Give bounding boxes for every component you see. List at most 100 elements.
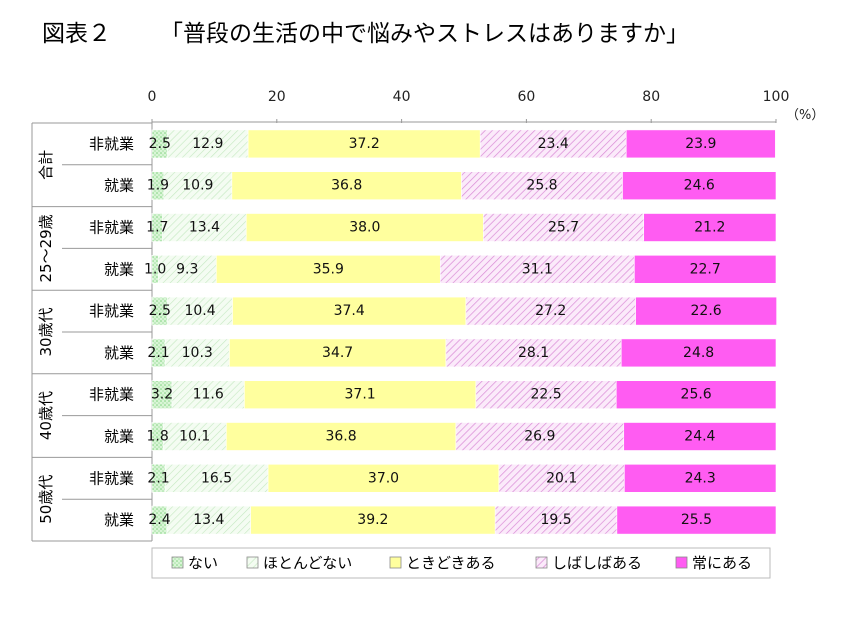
data-label: 39.2	[357, 512, 388, 528]
bar-segment	[439, 255, 635, 284]
row-label: 就業	[104, 260, 134, 278]
data-label: 11.6	[193, 387, 224, 403]
row-label: 就業	[104, 428, 134, 446]
data-label: 2.5	[149, 136, 171, 152]
x-tick-label: 40	[393, 89, 411, 105]
bar-segment	[635, 296, 777, 326]
bar-segment	[232, 296, 467, 326]
data-label: 25.8	[526, 178, 557, 194]
x-tick-label: 20	[268, 89, 286, 105]
data-label: 19.5	[540, 512, 571, 528]
x-tick-label: 0	[148, 89, 157, 105]
x-tick-label: 80	[642, 89, 660, 105]
data-label: 20.1	[546, 470, 577, 486]
data-label: 35.9	[313, 261, 344, 277]
data-label: 13.4	[189, 220, 220, 236]
bar-segment	[157, 255, 217, 284]
bar-segment	[225, 422, 457, 451]
data-label: 22.6	[691, 303, 722, 319]
bar-segment	[465, 296, 636, 326]
bar-segment	[615, 380, 777, 410]
legend-swatch	[171, 556, 184, 569]
row-label: 就業	[104, 177, 134, 195]
data-label: 34.7	[322, 345, 353, 361]
data-label: 21.2	[694, 220, 725, 236]
data-label: 37.1	[345, 387, 376, 403]
data-label: 1.0	[144, 261, 166, 277]
data-label: 9.3	[176, 261, 198, 277]
bar-segment	[167, 129, 249, 159]
data-label: 2.4	[148, 512, 170, 528]
bar-segment	[616, 505, 777, 535]
data-label: 25.7	[548, 220, 579, 236]
data-label: 10.4	[184, 303, 215, 319]
row-label: 非就業	[89, 135, 134, 153]
figure-label: 図表２	[42, 21, 111, 47]
bar-segment	[622, 171, 777, 200]
legend-swatch	[675, 556, 688, 569]
bar-segment	[494, 505, 618, 535]
data-label: 38.0	[349, 220, 380, 236]
group-label: 合計	[37, 150, 55, 180]
bar-segment	[479, 129, 627, 159]
bar-segment	[250, 505, 496, 535]
bar-segment	[634, 255, 777, 284]
data-label: 3.2	[151, 387, 173, 403]
legend-swatch	[535, 556, 548, 569]
x-tick-label: 60	[517, 89, 535, 105]
data-label: 2.1	[147, 345, 169, 361]
bar-segment	[166, 505, 251, 535]
bar-segment	[244, 380, 477, 410]
bar-segment	[162, 422, 227, 451]
group-label: 25〜29歳	[37, 214, 55, 282]
bar-segment	[215, 255, 441, 284]
bar-segment	[620, 338, 777, 368]
data-label: 24.8	[683, 345, 714, 361]
data-label: 22.5	[530, 387, 561, 403]
data-label: 28.1	[518, 345, 549, 361]
data-label: 26.9	[524, 429, 555, 445]
data-label: 13.4	[193, 512, 224, 528]
legend-label: 常にある	[692, 554, 752, 572]
data-label: 36.8	[325, 429, 356, 445]
row-label: 非就業	[89, 302, 134, 320]
data-label: 10.3	[182, 345, 213, 361]
row-label: 非就業	[89, 219, 134, 237]
data-label: 27.2	[535, 303, 566, 319]
bar-segment	[624, 463, 777, 493]
bar-segment	[162, 213, 247, 242]
data-label: 36.8	[331, 178, 362, 194]
x-tick-label: 100	[763, 89, 790, 105]
bar-segment	[247, 129, 481, 159]
data-label: 37.2	[349, 136, 380, 152]
bar-segment	[445, 338, 622, 368]
data-label: 24.6	[684, 178, 715, 194]
row-label: 非就業	[89, 386, 134, 404]
data-label: 1.7	[146, 220, 168, 236]
bar-segment	[455, 422, 625, 451]
group-label: 30歳代	[37, 307, 55, 356]
data-label: 1.8	[146, 429, 168, 445]
data-label: 1.9	[147, 178, 169, 194]
bar-segment	[483, 213, 645, 242]
legend-swatch	[389, 556, 402, 569]
data-label: 2.1	[147, 470, 169, 486]
data-label: 16.5	[201, 470, 232, 486]
row-label: 就業	[104, 511, 134, 529]
row-label: 就業	[104, 344, 134, 362]
data-label: 31.1	[522, 261, 553, 277]
data-label: 23.9	[685, 136, 716, 152]
data-label: 10.1	[179, 429, 210, 445]
legend-swatch	[246, 556, 259, 569]
bar-segment	[163, 171, 233, 200]
data-label: 25.6	[681, 387, 712, 403]
legend-label: ときどきある	[406, 554, 496, 572]
bar-segment	[475, 380, 617, 410]
data-label: 25.5	[681, 512, 712, 528]
bar-segment	[245, 213, 484, 242]
data-label: 37.4	[334, 303, 365, 319]
row-label: 非就業	[89, 469, 134, 487]
legend-label: ほとんどない	[263, 554, 352, 572]
bar-segment	[623, 422, 777, 451]
